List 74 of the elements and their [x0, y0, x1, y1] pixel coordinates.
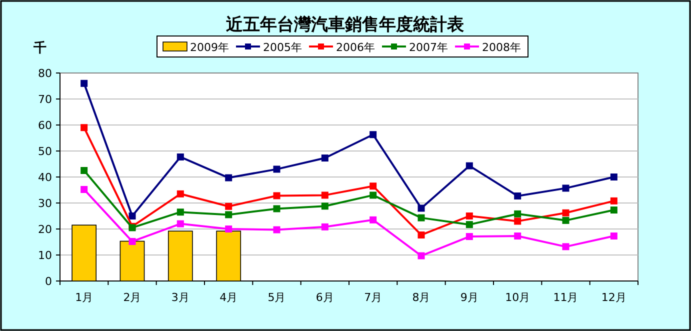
point: [418, 214, 425, 222]
point: [273, 205, 280, 212]
point: [273, 226, 280, 234]
point: [321, 202, 328, 210]
legend-label: 2007年: [409, 41, 448, 54]
legend-label: 2009年: [190, 41, 229, 54]
point: [225, 202, 232, 210]
point: [273, 192, 280, 200]
point: [514, 232, 522, 240]
x-tick-label: 5月: [268, 291, 286, 304]
point: [562, 216, 570, 224]
point: [321, 223, 328, 230]
legend-label: 2008年: [482, 41, 521, 54]
y-tick-label: 20: [38, 223, 52, 236]
point: [370, 192, 377, 199]
x-tick-label: 3月: [171, 291, 190, 304]
point: [610, 174, 618, 180]
point: [466, 221, 473, 228]
point: [176, 220, 184, 228]
point: [610, 232, 618, 240]
point: [514, 210, 522, 218]
point: [562, 184, 570, 192]
point: [225, 174, 232, 182]
chart-title: 近五年台灣汽車銷售年度統計表: [225, 15, 465, 35]
point: [418, 252, 425, 260]
y-tick-label: 10: [38, 249, 52, 262]
point: [176, 190, 184, 198]
x-tick-label: 11月: [553, 291, 578, 304]
point: [80, 80, 88, 87]
point: [370, 216, 377, 224]
x-tick-label: 9月: [460, 291, 478, 304]
point: [273, 166, 280, 173]
y-tick-label: 80: [38, 67, 52, 80]
legend-label: 2005年: [263, 41, 302, 54]
x-tick-label: 12月: [601, 291, 626, 304]
point: [418, 231, 425, 238]
point: [225, 226, 232, 232]
point: [562, 209, 570, 216]
y-tick-label: 40: [38, 171, 52, 184]
point: [225, 211, 232, 218]
point: [176, 208, 184, 216]
point: [610, 206, 618, 214]
point: [321, 154, 328, 162]
point: [562, 243, 570, 250]
y-tick-label: 30: [38, 197, 52, 210]
x-tick-label: 4月: [220, 291, 238, 304]
point: [466, 212, 473, 220]
legend-label: 2006年: [336, 41, 375, 54]
point: [80, 186, 88, 193]
x-tick-label: 8月: [412, 291, 430, 304]
y-tick-label: 70: [38, 93, 52, 106]
x-tick-label: 7月: [364, 291, 382, 304]
point: [418, 204, 425, 212]
point: [128, 238, 136, 245]
point: [514, 218, 522, 225]
x-tick-label: 10月: [505, 291, 530, 304]
point: [370, 131, 377, 138]
x-tick-label: 2月: [123, 291, 142, 304]
y-tick-label: 50: [38, 145, 52, 158]
point: [80, 124, 88, 132]
point: [80, 167, 88, 174]
point: [176, 153, 184, 160]
point: [466, 233, 473, 240]
point: [466, 162, 473, 170]
y-tick-label: 0: [45, 275, 52, 288]
point: [610, 197, 618, 204]
point: [321, 192, 328, 199]
point: [370, 182, 377, 190]
point: [514, 192, 522, 200]
y-axis-title: 千: [32, 40, 46, 56]
x-tick-label: 1月: [75, 291, 94, 304]
point: [128, 212, 136, 220]
x-tick-label: 6月: [316, 291, 334, 304]
y-tick-label: 60: [38, 119, 52, 132]
